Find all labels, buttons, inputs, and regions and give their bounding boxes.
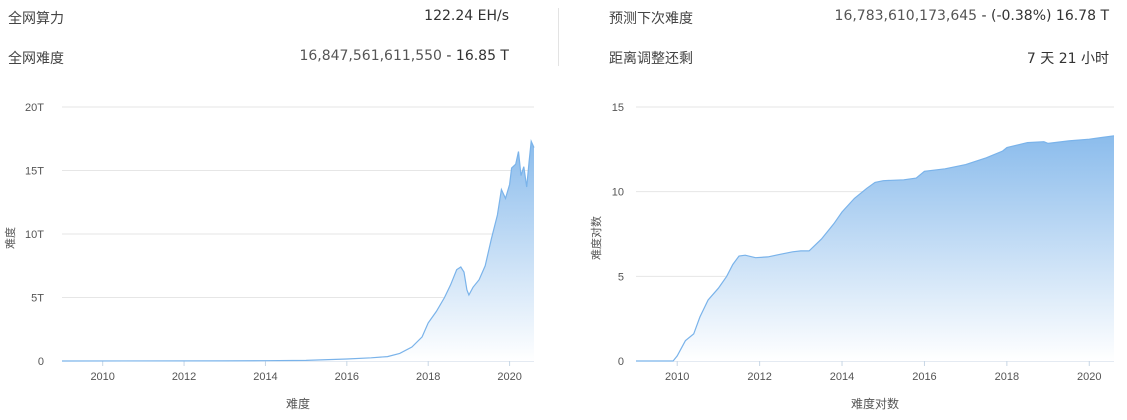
difficulty-log-xtick-label: 2010 <box>665 371 689 383</box>
difficulty-log-ytick-label: 5 <box>618 271 624 283</box>
adjust-remaining-label: 距离调整还剩 <box>609 51 693 67</box>
hashrate-value: 122.24 EH/s <box>424 8 509 24</box>
difficulty-log-xtick-label: 2020 <box>1077 371 1101 383</box>
stats-divider <box>558 8 559 66</box>
difficulty-xtick-label: 2016 <box>335 371 359 383</box>
hashrate-value-text: 122.24 EH/s <box>424 8 509 24</box>
difficulty-ylabel: 难度 <box>3 227 17 249</box>
difficulty-line <box>61 139 535 362</box>
difficulty-log-line <box>636 135 1115 362</box>
next-difficulty-label: 预测下次难度 <box>609 11 693 27</box>
difficulty-log-ytick-label: 0 <box>618 356 624 368</box>
difficulty-ytick-label: 15T <box>25 166 44 178</box>
difficulty-log-ytick-label: 15 <box>612 102 624 114</box>
next-difficulty-change: - (-0.38%) 16.78 T <box>977 8 1110 24</box>
difficulty-log-xtick-label: 2012 <box>747 371 771 383</box>
difficulty-xlabel: 难度 <box>286 396 310 411</box>
difficulty-log-area <box>636 135 1114 361</box>
difficulty-ytick-label: 5T <box>31 293 44 305</box>
difficulty-log-xtick-label: 2016 <box>912 371 936 383</box>
adjust-remaining-value: 7 天 21 小时 <box>1026 51 1109 67</box>
difficulty-value: 16,847,561,611,550 - 16.85 T <box>299 48 509 64</box>
difficulty-xtick-label: 2010 <box>90 371 114 383</box>
next-difficulty-value: 16,783,610,173,645 - (-0.38%) 16.78 T <box>835 8 1109 24</box>
difficulty-ytick-label: 10T <box>25 229 44 241</box>
difficulty-xtick-label: 2020 <box>497 371 521 383</box>
difficulty-log-xlabel: 难度对数 <box>851 396 899 411</box>
difficulty-area <box>62 141 534 361</box>
difficulty-value-short: - 16.85 T <box>441 48 509 64</box>
difficulty-label: 全网难度 <box>8 51 64 67</box>
difficulty-xtick-label: 2014 <box>253 371 277 383</box>
difficulty-log-xtick-label: 2014 <box>830 371 854 383</box>
difficulty-log-ytick-label: 10 <box>612 187 624 199</box>
difficulty-xtick-label: 2012 <box>172 371 196 383</box>
next-difficulty-full: 16,783,610,173,645 <box>834 8 978 24</box>
difficulty-value-full: 16,847,561,611,550 <box>299 48 442 64</box>
hashrate-label: 全网算力 <box>8 11 64 27</box>
difficulty-xtick-label: 2018 <box>416 371 440 383</box>
difficulty-ytick-label: 20T <box>25 102 44 114</box>
difficulty-ytick-label: 0 <box>38 356 44 368</box>
difficulty-log-ylabel: 难度对数 <box>589 216 603 260</box>
difficulty-log-xtick-label: 2018 <box>995 371 1019 383</box>
